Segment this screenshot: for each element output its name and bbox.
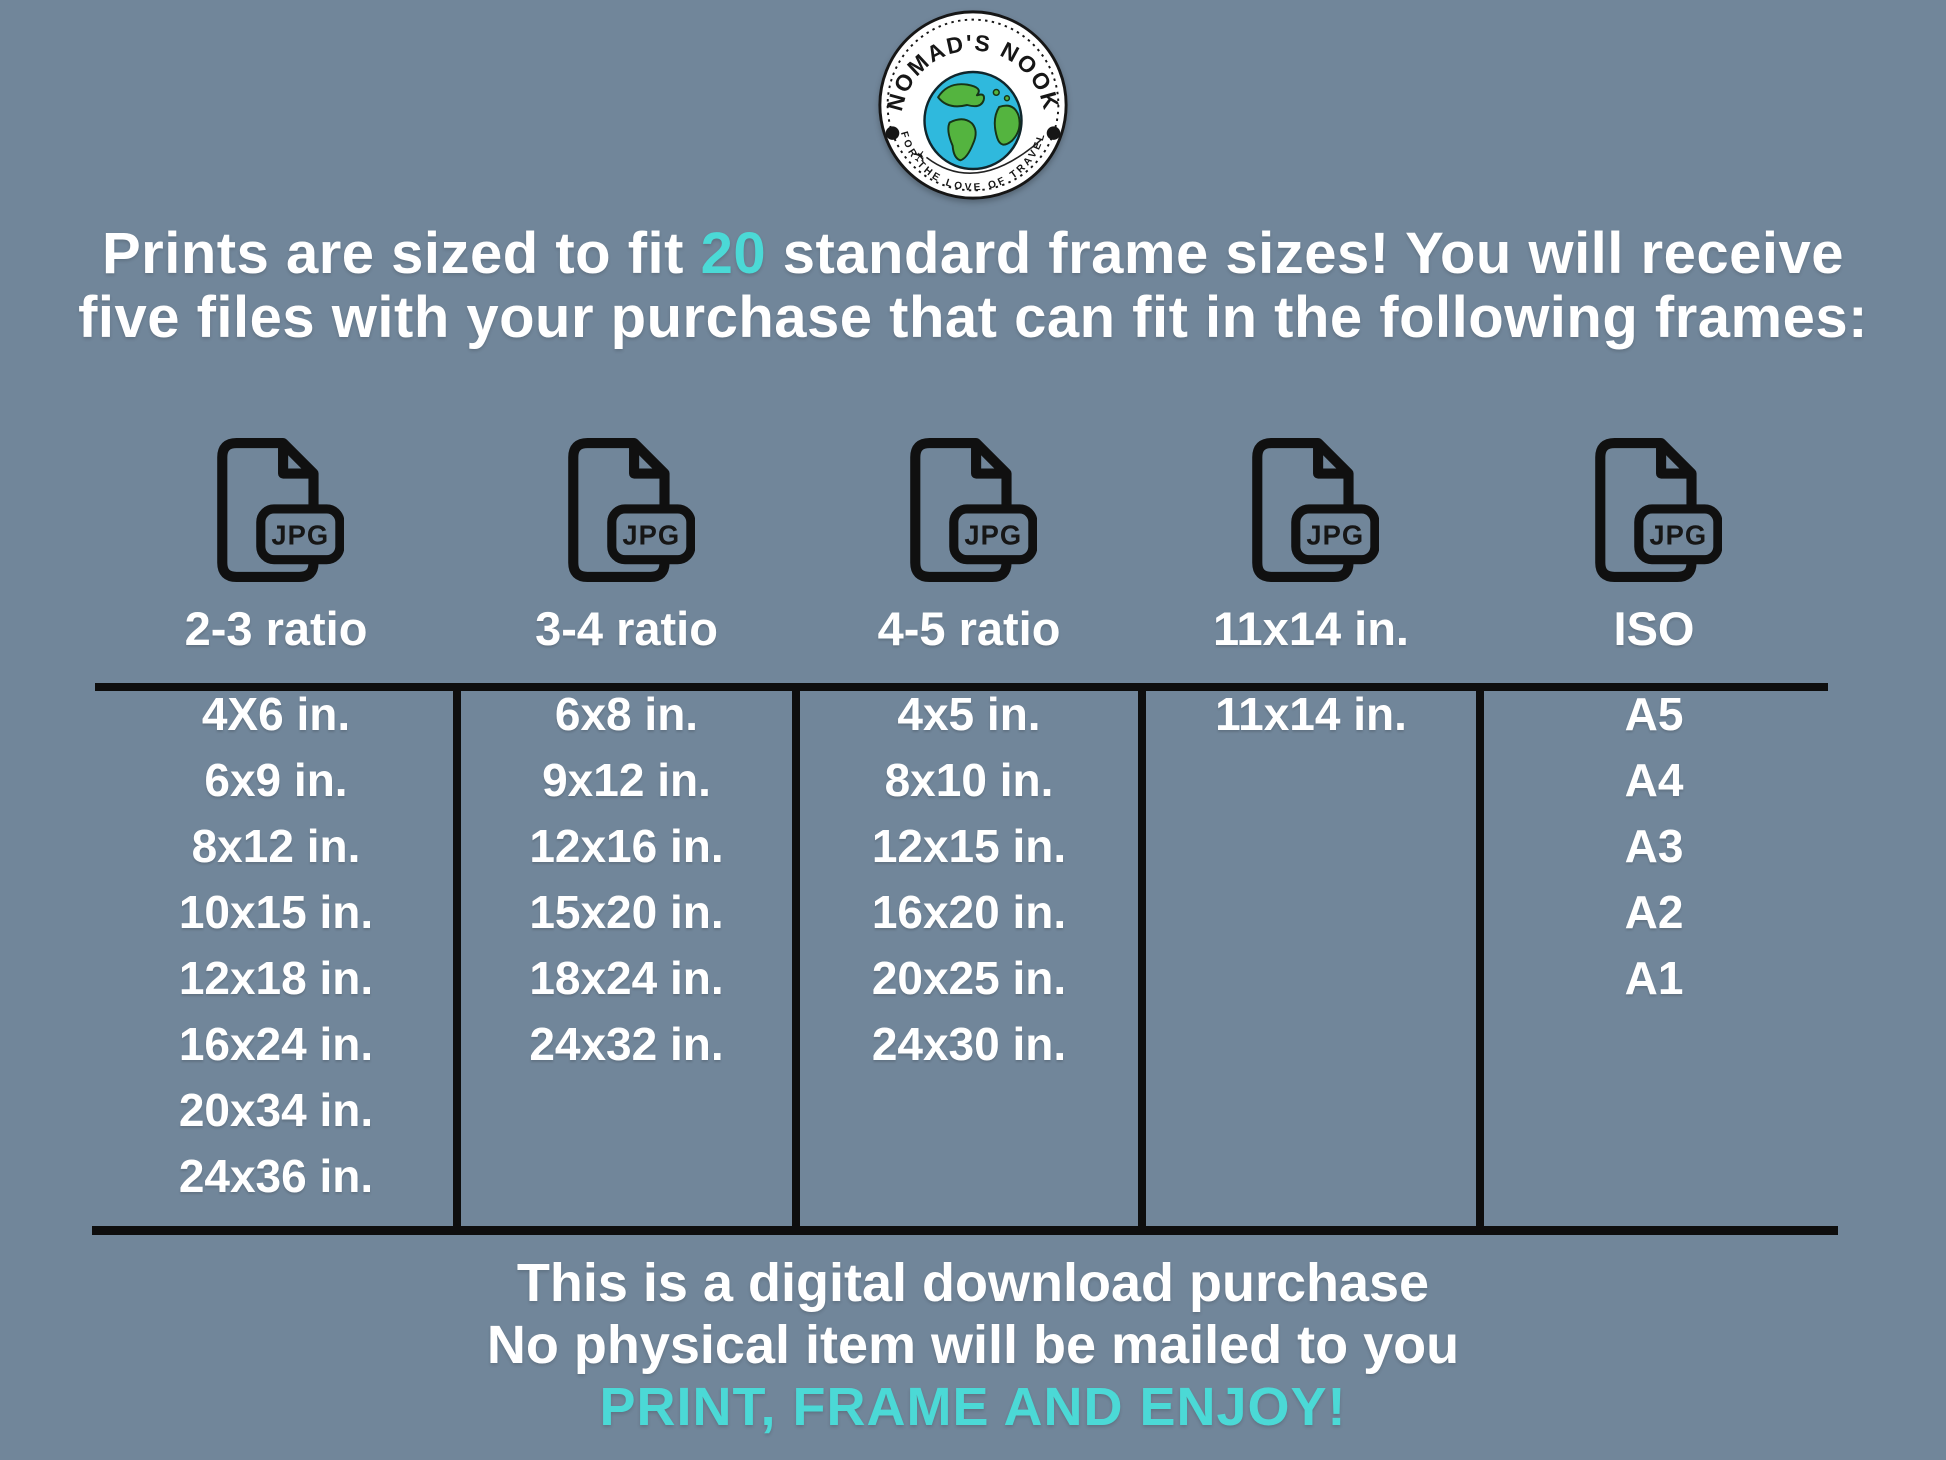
headline-line2: five files with your purchase that can f… bbox=[78, 285, 1868, 350]
jpg-file-icon: JPG bbox=[1595, 438, 1722, 582]
logo-right-dot bbox=[1046, 126, 1061, 140]
column-header: ISO bbox=[1613, 602, 1695, 655]
size-item: 12x15 in. bbox=[871, 820, 1067, 872]
logo-dotted-ring bbox=[886, 18, 1060, 192]
footer: This is a digital download purchase No p… bbox=[0, 1252, 1946, 1438]
table-divider-1 bbox=[453, 683, 461, 1235]
column-4-5-ratio: JPG 4-5 ratio 4x5 in. 8x10 in. 12x15 in. 16… bbox=[796, 436, 1142, 1209]
size-item: A1 bbox=[1624, 952, 1684, 1004]
size-list: 6x8 in. 9x12 in. 12x16 in. 15x20 in. 18x24 i… bbox=[529, 681, 723, 1077]
size-item: 20x25 in. bbox=[871, 952, 1067, 1004]
column-2-3-ratio: JPG 2-3 ratio 4X6 in. 6x9 in. 8x12 in. 10x1… bbox=[95, 436, 457, 1209]
jpg-file-icon: JPG bbox=[567, 438, 695, 582]
footer-cta: PRINT, FRAME AND ENJOY! bbox=[599, 1377, 1347, 1437]
size-item: 6x8 in. bbox=[554, 688, 699, 740]
column-header: 4-5 ratio bbox=[877, 602, 1061, 655]
size-item: 16x24 in. bbox=[178, 1018, 374, 1070]
table-divider-4 bbox=[1476, 683, 1484, 1235]
table-top-rule bbox=[95, 683, 1828, 691]
size-item: A3 bbox=[1624, 820, 1684, 872]
headline: Prints are sized to fit 20 standard fram… bbox=[0, 222, 1946, 350]
headline-prefix: Prints are sized to fit bbox=[101, 221, 701, 286]
headline-line1: Prints are sized to fit 20 standard fram… bbox=[0, 222, 1946, 286]
size-item: A5 bbox=[1624, 688, 1684, 740]
size-item: A2 bbox=[1624, 886, 1684, 938]
size-list: 11x14 in. bbox=[1215, 681, 1407, 747]
size-item: 12x18 in. bbox=[178, 952, 374, 1004]
globe-icon bbox=[923, 70, 1023, 171]
headline-highlight-count: 20 bbox=[700, 221, 767, 286]
jpg-file-icon: JPG bbox=[910, 438, 1037, 582]
size-item: 4X6 in. bbox=[201, 688, 351, 740]
size-item: 6x9 in. bbox=[204, 754, 348, 806]
column-header: 3-4 ratio bbox=[535, 602, 718, 655]
headline-suffix: standard frame sizes! You will receive bbox=[766, 221, 1844, 286]
logo-left-dot bbox=[885, 126, 900, 140]
size-item: 24x30 in. bbox=[871, 1018, 1067, 1070]
size-item: 8x12 in. bbox=[191, 820, 361, 872]
column-3-4-ratio: JPG 3-4 ratio 6x8 in. 9x12 in. 12x16 in. 15… bbox=[457, 436, 796, 1209]
size-item: 16x20 in. bbox=[871, 886, 1067, 938]
column-header: 2-3 ratio bbox=[184, 602, 368, 655]
jpg-file-icon: JPG bbox=[1252, 438, 1379, 582]
size-item: 8x10 in. bbox=[884, 754, 1054, 806]
table-divider-2 bbox=[792, 683, 800, 1235]
size-item: 10x15 in. bbox=[178, 886, 374, 938]
size-item: 4x5 in. bbox=[897, 688, 1041, 740]
jpg-badge-label: JPG bbox=[1306, 519, 1364, 550]
nomads-nook-logo: ✈ NOMAD'S NOOK FOR THE LOVE OF TRAVEL bbox=[878, 10, 1068, 200]
size-item: 20x34 in. bbox=[178, 1084, 374, 1136]
column-iso: JPG ISO A5 A4 A3 A2 A1 bbox=[1480, 436, 1828, 1209]
size-item: 18x24 in. bbox=[529, 952, 724, 1004]
size-item: A4 bbox=[1624, 754, 1684, 806]
size-list: A5 A4 A3 A2 A1 bbox=[1625, 681, 1684, 1011]
size-item: 15x20 in. bbox=[529, 886, 724, 938]
footer-line2: No physical item will be mailed to you bbox=[486, 1315, 1460, 1375]
jpg-file-icon: JPG bbox=[217, 438, 344, 582]
size-item: 12x16 in. bbox=[529, 820, 724, 872]
size-item: 11x14 in. bbox=[1215, 688, 1407, 740]
size-item: 24x36 in. bbox=[178, 1150, 374, 1202]
size-item: 9x12 in. bbox=[542, 754, 711, 806]
table-bottom-rule bbox=[92, 1226, 1838, 1235]
jpg-badge-label: JPG bbox=[271, 519, 329, 550]
column-header: 11x14 in. bbox=[1213, 602, 1409, 655]
frame-size-table: JPG 2-3 ratio 4X6 in. 6x9 in. 8x12 in. 10x1… bbox=[95, 436, 1828, 1209]
column-11x14: JPG 11x14 in. 11x14 in. bbox=[1142, 436, 1480, 1209]
jpg-badge-label: JPG bbox=[1649, 519, 1707, 550]
plane-trail bbox=[925, 139, 1042, 174]
size-list: 4X6 in. 6x9 in. 8x12 in. 10x15 in. 12x18 in.… bbox=[179, 681, 373, 1209]
footer-line1: This is a digital download purchase bbox=[516, 1253, 1430, 1313]
table-divider-3 bbox=[1138, 683, 1146, 1235]
jpg-badge-label: JPG bbox=[622, 519, 680, 550]
size-list: 4x5 in. 8x10 in. 12x15 in. 16x20 in. 20x25 i… bbox=[872, 681, 1066, 1077]
size-item: 24x32 in. bbox=[529, 1018, 724, 1070]
jpg-badge-label: JPG bbox=[964, 519, 1022, 550]
